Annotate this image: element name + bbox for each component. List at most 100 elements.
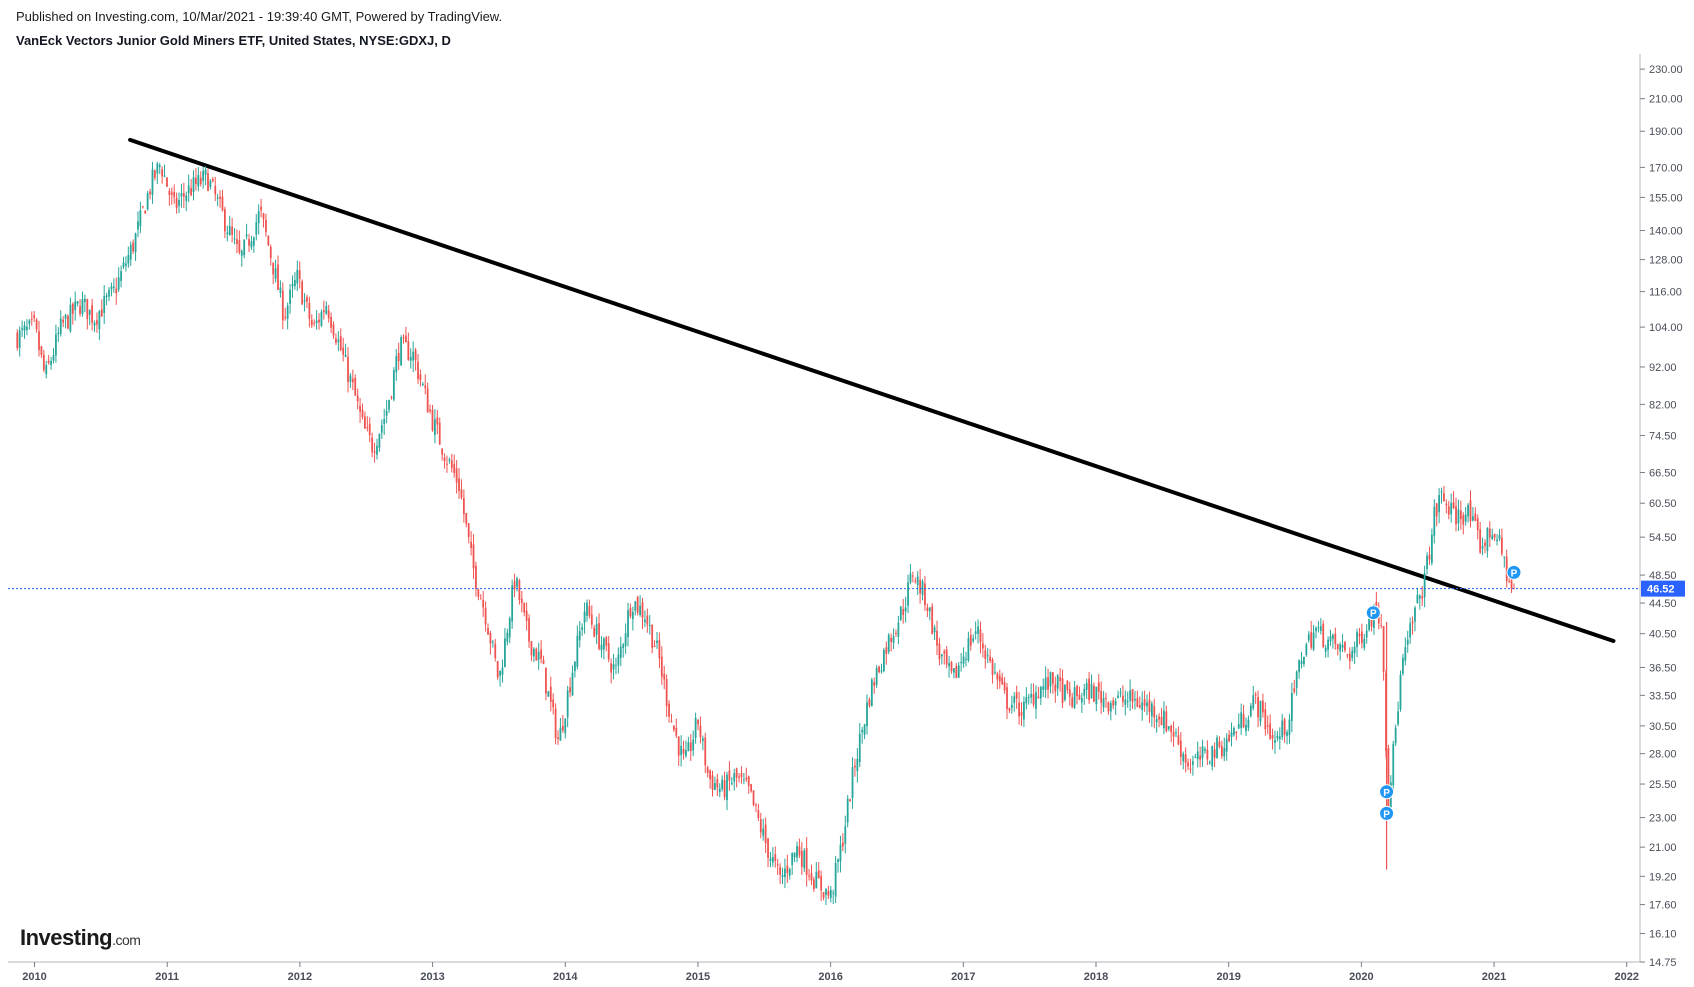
candle-body (651, 624, 654, 648)
candle-body (916, 576, 919, 586)
event-marker[interactable] (1379, 784, 1395, 800)
candle-body (957, 665, 960, 678)
trendline[interactable] (128, 137, 1616, 643)
candle-body (424, 385, 427, 389)
last-price-label: 46.52 (1647, 584, 1675, 596)
event-marker[interactable] (1379, 805, 1395, 821)
candle-body (837, 859, 839, 862)
candle-body (513, 581, 516, 589)
candle-body (1158, 716, 1160, 720)
candle-body (936, 630, 938, 646)
candle-body (1213, 749, 1216, 758)
candle-body (1307, 634, 1310, 641)
candle-body (890, 637, 893, 642)
candle-body (1356, 631, 1358, 648)
candle-body (863, 724, 866, 735)
event-marker-label: P (1383, 809, 1390, 820)
candle-body (540, 649, 543, 659)
candle-body (1240, 712, 1243, 729)
candle-body (1341, 644, 1344, 648)
candle-body (1153, 706, 1156, 718)
candle-body (607, 643, 610, 660)
candle-body (998, 675, 1001, 682)
candle-body (1360, 631, 1363, 644)
candle-body (1358, 633, 1361, 637)
candle-body (248, 239, 250, 246)
y-tick-label: 33.50 (1649, 690, 1677, 702)
event-marker[interactable] (1506, 564, 1522, 580)
candle-body (250, 241, 253, 248)
y-tick-label: 155.00 (1649, 192, 1683, 204)
last-price-layer: 46.52 (8, 580, 1685, 597)
candle-body (730, 782, 733, 784)
y-tick-label: 25.50 (1649, 779, 1677, 791)
candle-body (1500, 537, 1503, 554)
candle-body (1402, 657, 1404, 674)
candle-body (1266, 725, 1269, 727)
candle-body (742, 779, 745, 781)
candle-body (1286, 731, 1288, 737)
candle-body (692, 739, 695, 751)
candle-body (1271, 735, 1274, 739)
candle-body (793, 852, 796, 858)
candle-body (303, 300, 306, 302)
candle-body (593, 627, 596, 637)
candle-body (1423, 573, 1426, 598)
x-tick-label: 2013 (420, 971, 444, 983)
candle-body (158, 165, 161, 168)
candle-body (665, 678, 668, 707)
candle-body (356, 395, 359, 402)
candle-body (397, 352, 400, 362)
candle-body (74, 301, 77, 311)
candle-body (450, 460, 453, 468)
candle-body (1370, 619, 1373, 627)
candle-body (948, 663, 950, 667)
candle-body (1179, 740, 1182, 757)
candle-body (1467, 504, 1469, 517)
candle-body (209, 181, 212, 188)
candle-body (532, 648, 535, 657)
candle-body (535, 648, 538, 661)
event-marker[interactable] (1365, 605, 1381, 621)
candle-body (518, 580, 521, 600)
candle-body (788, 869, 791, 876)
candle-body (431, 409, 434, 431)
candle-body (856, 758, 859, 772)
logo-brand: Investing (20, 925, 113, 950)
candle-body (663, 673, 666, 680)
candle-body (878, 666, 880, 673)
candle-body (728, 770, 731, 781)
candle-body (1126, 701, 1129, 703)
candle-body (636, 596, 639, 613)
candle-body (91, 305, 94, 323)
candle-body (144, 210, 147, 214)
candle-body (458, 478, 460, 491)
candle-body (465, 513, 468, 524)
candle-body (1121, 695, 1124, 702)
candle-body (501, 667, 504, 675)
candle-body (907, 582, 909, 606)
candle-body (21, 328, 24, 330)
candle-body (1278, 736, 1281, 740)
candle-body (554, 708, 557, 739)
candle-body (726, 774, 728, 800)
event-marker-label: P (1511, 568, 1518, 579)
candle-body (583, 611, 586, 623)
candle-body (35, 319, 38, 330)
candle-body (559, 727, 562, 741)
candle-body (221, 196, 224, 211)
candle-body (373, 451, 376, 453)
candle-body (880, 670, 883, 672)
candle-body (376, 445, 378, 455)
candle-body (489, 632, 492, 644)
candle-body (711, 775, 714, 790)
candle-body (414, 349, 417, 361)
candle-body (267, 235, 270, 246)
candle-body (1233, 728, 1235, 736)
candle-body (354, 377, 357, 396)
candle-body (624, 633, 627, 646)
candle-body (1187, 762, 1189, 767)
candle-body (1457, 509, 1460, 524)
candle-body (866, 702, 868, 727)
